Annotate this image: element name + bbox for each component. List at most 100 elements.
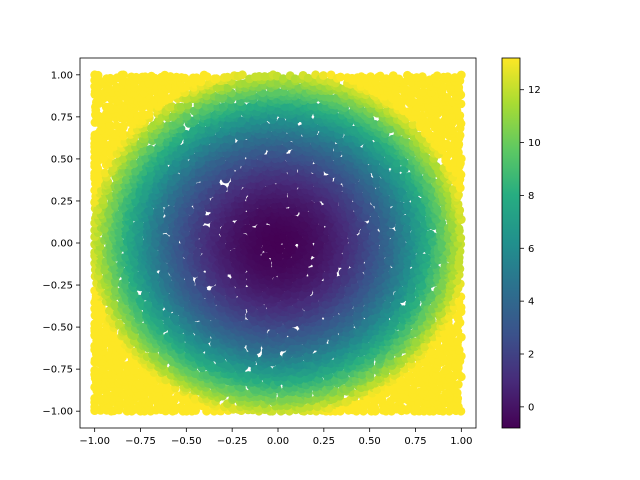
scatter-point bbox=[408, 97, 418, 107]
scatter-point bbox=[105, 120, 115, 130]
plot-area: −1.00 −0.75 −0.50 −0.25 0.00 0.25 0.50 0.75 1.00… bbox=[42, 57, 477, 447]
scatter-point bbox=[366, 72, 375, 81]
scatter-point bbox=[278, 74, 288, 84]
scatter-point bbox=[454, 83, 464, 92]
scatter-point bbox=[355, 271, 365, 281]
scatter-point bbox=[397, 186, 407, 196]
scatter-point bbox=[350, 125, 359, 135]
scatter-point bbox=[417, 281, 427, 290]
scatter-point bbox=[190, 394, 200, 404]
scatter-point bbox=[386, 124, 395, 134]
scatter-points bbox=[90, 70, 466, 416]
scatter-point bbox=[167, 102, 177, 111]
scatter-point bbox=[334, 252, 344, 262]
scatter-point bbox=[180, 159, 190, 169]
scatter-point bbox=[411, 338, 421, 347]
scatter-point bbox=[134, 234, 144, 244]
scatter-point bbox=[129, 366, 139, 375]
scatter-point bbox=[360, 163, 370, 173]
scatter-point bbox=[112, 121, 121, 130]
scatter-point bbox=[176, 256, 185, 266]
scatter-point bbox=[402, 267, 412, 276]
scatter-point bbox=[361, 341, 371, 351]
scatter-point bbox=[408, 384, 418, 394]
scatter-point bbox=[144, 79, 154, 88]
scatter-point bbox=[227, 102, 237, 111]
scatter-point bbox=[119, 121, 128, 131]
scatter-point bbox=[418, 87, 428, 97]
scatter-point bbox=[244, 224, 254, 233]
scatter-point bbox=[456, 233, 466, 243]
scatter-point bbox=[263, 224, 272, 234]
scatter-point bbox=[427, 346, 436, 356]
scatter-point bbox=[197, 271, 207, 281]
scatter-point bbox=[182, 182, 191, 192]
scatter-point bbox=[319, 186, 329, 196]
scatter-point bbox=[454, 190, 463, 200]
scatter-point bbox=[223, 120, 233, 130]
scatter-point bbox=[448, 185, 458, 194]
scatter-point bbox=[421, 253, 431, 263]
scatter-point bbox=[303, 73, 313, 83]
scatter-point bbox=[90, 393, 100, 403]
scatter-point bbox=[432, 370, 442, 380]
scatter-point bbox=[350, 234, 360, 244]
scatter-point bbox=[325, 93, 334, 102]
scatter-point bbox=[276, 116, 286, 126]
scatter-point bbox=[225, 167, 235, 177]
scatter-point bbox=[185, 206, 195, 216]
scatter-point bbox=[159, 163, 169, 173]
scatter-point bbox=[289, 328, 298, 337]
scatter-point bbox=[212, 74, 221, 84]
scatter-point bbox=[439, 82, 449, 92]
scatter-point bbox=[93, 70, 103, 80]
scatter-point bbox=[139, 322, 149, 332]
scatter-point bbox=[180, 73, 190, 83]
scatter-point bbox=[150, 73, 160, 83]
x-axis: −1.00 −0.75 −0.50 −0.25 0.00 0.25 0.50 0.75 1.00 bbox=[79, 428, 472, 447]
scatter-point bbox=[452, 105, 462, 115]
scatter-point bbox=[114, 210, 124, 220]
scatter-point bbox=[105, 73, 115, 83]
scatter-point bbox=[320, 233, 330, 243]
scatter-point bbox=[357, 262, 367, 272]
scatter-point bbox=[143, 300, 153, 310]
scatter-point bbox=[381, 366, 391, 375]
scatter-point bbox=[336, 72, 345, 82]
scatter-point bbox=[330, 332, 340, 342]
scatter-point bbox=[105, 158, 115, 168]
scatter-point bbox=[118, 154, 128, 163]
scatter-point bbox=[299, 220, 309, 230]
scatter-point bbox=[386, 228, 396, 238]
scatter-point bbox=[330, 375, 340, 385]
scatter-point bbox=[423, 182, 432, 191]
scatter-point bbox=[456, 70, 466, 80]
scatter-point bbox=[453, 314, 463, 323]
scatter-point bbox=[443, 72, 453, 82]
scatter-point bbox=[110, 300, 120, 309]
scatter-point bbox=[237, 116, 247, 126]
scatter-point bbox=[454, 224, 464, 233]
scatter-point bbox=[90, 365, 100, 375]
scatter-point bbox=[313, 201, 322, 211]
scatter-point bbox=[221, 256, 231, 266]
scatter-point bbox=[160, 262, 169, 272]
scatter-point bbox=[342, 145, 351, 154]
scatter-point bbox=[381, 74, 391, 84]
scatter-point bbox=[268, 328, 278, 338]
x-tick-label: −0.50 bbox=[171, 436, 202, 447]
scatter-point bbox=[455, 130, 465, 140]
scatter-point bbox=[408, 120, 418, 129]
scatter-point bbox=[238, 70, 247, 80]
scatter-point bbox=[129, 159, 139, 169]
scatter-point bbox=[346, 97, 356, 107]
scatter-point bbox=[306, 200, 315, 210]
scatter-point bbox=[227, 285, 236, 295]
scatter-point bbox=[100, 168, 110, 178]
scatter-point bbox=[310, 102, 320, 112]
scatter-point bbox=[361, 318, 370, 328]
scatter-point bbox=[344, 314, 354, 323]
scatter-point bbox=[319, 71, 328, 80]
scatter-point bbox=[190, 369, 200, 378]
